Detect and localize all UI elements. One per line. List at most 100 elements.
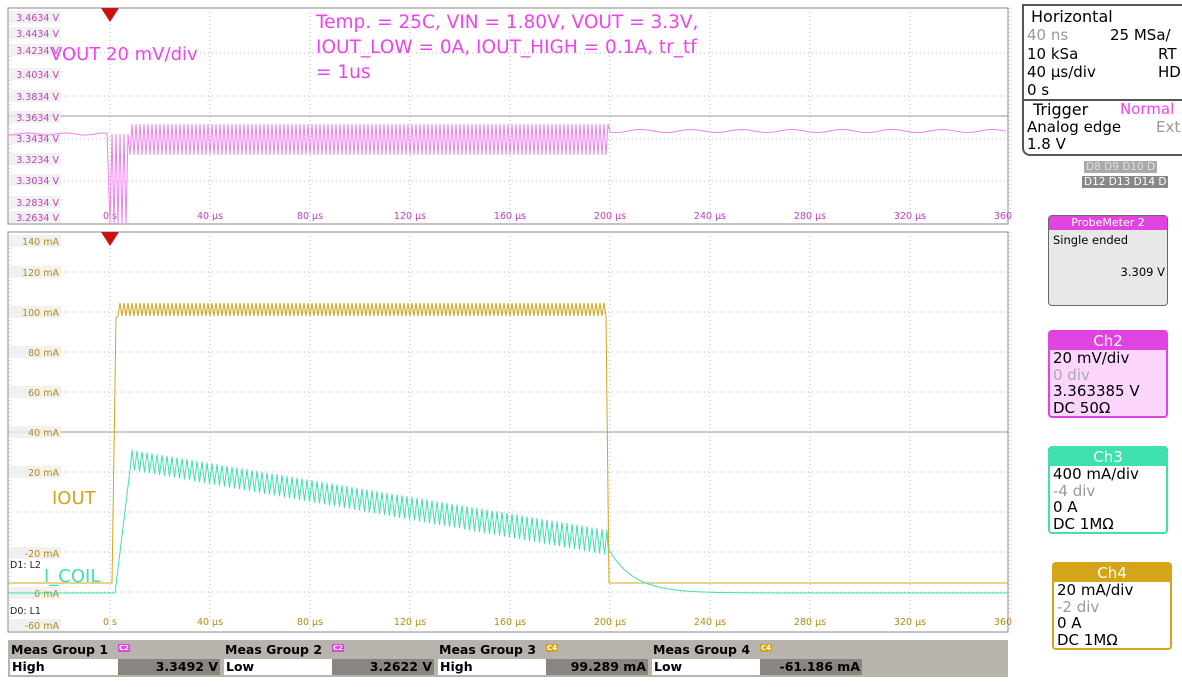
channel-title: Ch2: [1050, 332, 1166, 350]
x-tick-label: 280 µs: [794, 617, 826, 628]
channel-box[interactable]: Ch3 400 mA/div -4 div 0 A DC 1MΩ: [1048, 446, 1168, 534]
meas-stat: Low: [654, 659, 683, 674]
y-label-bg: [9, 211, 61, 223]
channel-box[interactable]: Ch2 20 mV/div 0 div 3.363385 V DC 50Ω: [1048, 330, 1168, 418]
y-tick-label: 3.3834 V: [16, 92, 59, 103]
vout-trace: [7, 123, 1007, 225]
digital-marker: D0: L1: [10, 606, 41, 617]
x-tick-label: 200 µs: [594, 211, 626, 222]
y-tick-label: 40 mA: [28, 428, 59, 439]
y-tick-label: 3.4234 V: [16, 46, 59, 57]
y-label-bg: [9, 11, 61, 23]
test-conditions: Temp. = 25C, VIN = 1.80V, VOUT = 3.3V, I…: [316, 12, 699, 83]
x-tick-label: 40 µs: [197, 211, 223, 222]
meas-stat: High: [440, 659, 473, 674]
x-tick-label: 200 µs: [594, 617, 626, 628]
y-tick-label: 60 mA: [28, 388, 59, 399]
trigger-title: Trigger: [1033, 100, 1089, 119]
y-label-bg: [9, 306, 61, 318]
meas-value-bg: [118, 659, 220, 675]
trigger-marker: [101, 8, 119, 22]
y-tick-label: 3.2634 V: [16, 213, 59, 224]
trigger-marker: [101, 232, 119, 246]
digital-marker: D1: L2: [10, 560, 41, 571]
x-tick-label: 360 µs: [994, 211, 1015, 222]
x-tick-label: 40 µs: [197, 617, 223, 628]
channel-line: 3.363385 V: [1053, 382, 1140, 400]
y-tick-label: 3.2834 V: [16, 198, 59, 209]
meas-group: Meas Group 1: [11, 642, 109, 657]
y-tick-label: 3.4034 V: [16, 70, 59, 81]
x-tick-label: 160 µs: [494, 211, 526, 222]
x-tick-label: 360 µs: [994, 617, 1015, 628]
trigger-source: Ext: [1156, 118, 1181, 136]
channel-line: -4 div: [1053, 481, 1096, 500]
y-label-bg: [9, 426, 61, 438]
digital-row: D12 D13 D14 D: [1082, 176, 1169, 188]
y-label-bg: [9, 466, 61, 478]
x-tick-label: 0 s: [103, 617, 117, 628]
y-tick-label: 120 mA: [22, 268, 59, 279]
probe-meter[interactable]: ProbeMeter 2 Single ended 3.309 V: [1048, 215, 1168, 306]
y-label-bg: [9, 386, 61, 398]
y-label-bg: [9, 68, 61, 80]
y-label-bg: [9, 547, 61, 559]
icoil-trace: [8, 449, 1008, 594]
channel-box[interactable]: Ch4 20 mA/div -2 div 0 A DC 1MΩ: [1052, 562, 1172, 650]
channel-line: DC 1MΩ: [1053, 514, 1114, 533]
y-label-bg: [9, 174, 61, 186]
channel-line: 400 mA/div: [1053, 465, 1139, 483]
x-tick-label: 80 µs: [297, 211, 323, 222]
x-tick-label: 320 µs: [894, 211, 926, 222]
y-tick-label: 3.3634 V: [16, 113, 59, 124]
y-tick-label: 3.3434 V: [16, 134, 59, 145]
meas-value-bg: [760, 659, 862, 675]
meas-icon: C2: [332, 644, 345, 652]
digital-row: D8 D9 D10 D: [1084, 161, 1158, 173]
trigger-mode: Normal: [1120, 100, 1175, 118]
y-tick-label: 80 mA: [28, 348, 59, 359]
y-tick-label: 3.4634 V: [16, 13, 59, 24]
channel-title: Ch4: [1054, 564, 1170, 582]
channel-line: 0 A: [1057, 614, 1082, 632]
x-tick-label: 160 µs: [494, 617, 526, 628]
meas-value-bg: [332, 659, 434, 675]
meas-value: 99.289 mA: [570, 659, 646, 674]
panel-title: Horizontal: [1031, 7, 1113, 26]
y-label-bg: [9, 266, 61, 278]
y-label-bg: [9, 196, 61, 208]
y-tick-label: 100 mA: [22, 308, 59, 319]
y-label-bg: [9, 619, 61, 631]
y-tick-label: 20 mA: [28, 468, 59, 479]
iout-trace: [8, 302, 1008, 584]
meas-group: Meas Group 2: [225, 642, 323, 657]
channel-line: 0 div: [1053, 365, 1090, 384]
y-tick-label: 3.4434 V: [16, 29, 59, 40]
channel-line: -2 div: [1057, 597, 1100, 616]
x-tick-label: 240 µs: [694, 211, 726, 222]
waveform-area: 3.4634 V 3.4434 V 3.4234 V 3.4034 V 3.3834 V…: [7, 7, 1015, 633]
vout-label: VOUT 20 mV/div: [50, 44, 198, 65]
y-label-bg: [9, 27, 61, 39]
meas-group: Meas Group 3: [439, 642, 537, 657]
channel-line: 20 mA/div: [1057, 581, 1134, 599]
channel-line: DC 50Ω: [1053, 398, 1111, 417]
trigger-level: 1.8 V: [1027, 135, 1066, 153]
y-tick-label: -60 mA: [25, 621, 60, 632]
hd-mode: HD: [1158, 63, 1181, 81]
y-label-bg: [9, 235, 61, 247]
mode: RT: [1158, 45, 1177, 63]
y-label-bg: [9, 153, 61, 165]
meas-value-bg: [546, 659, 648, 675]
y-tick-label: 3.3234 V: [16, 155, 59, 166]
channel-line: 20 mV/div: [1053, 349, 1130, 367]
x-tick-label: 280 µs: [794, 211, 826, 222]
horizontal-panel[interactable]: Horizontal 40 ns 25 MSa/ 10 kSa RT 40 µs…: [1022, 4, 1182, 156]
icoil-label: I_COIL: [44, 566, 101, 587]
meas-value: 3.3492 V: [155, 659, 218, 674]
meas-icon: C4: [760, 644, 773, 652]
y-label-bg: [9, 346, 61, 358]
y-label-bg: [9, 111, 61, 123]
meas-icon: C2: [118, 644, 131, 652]
